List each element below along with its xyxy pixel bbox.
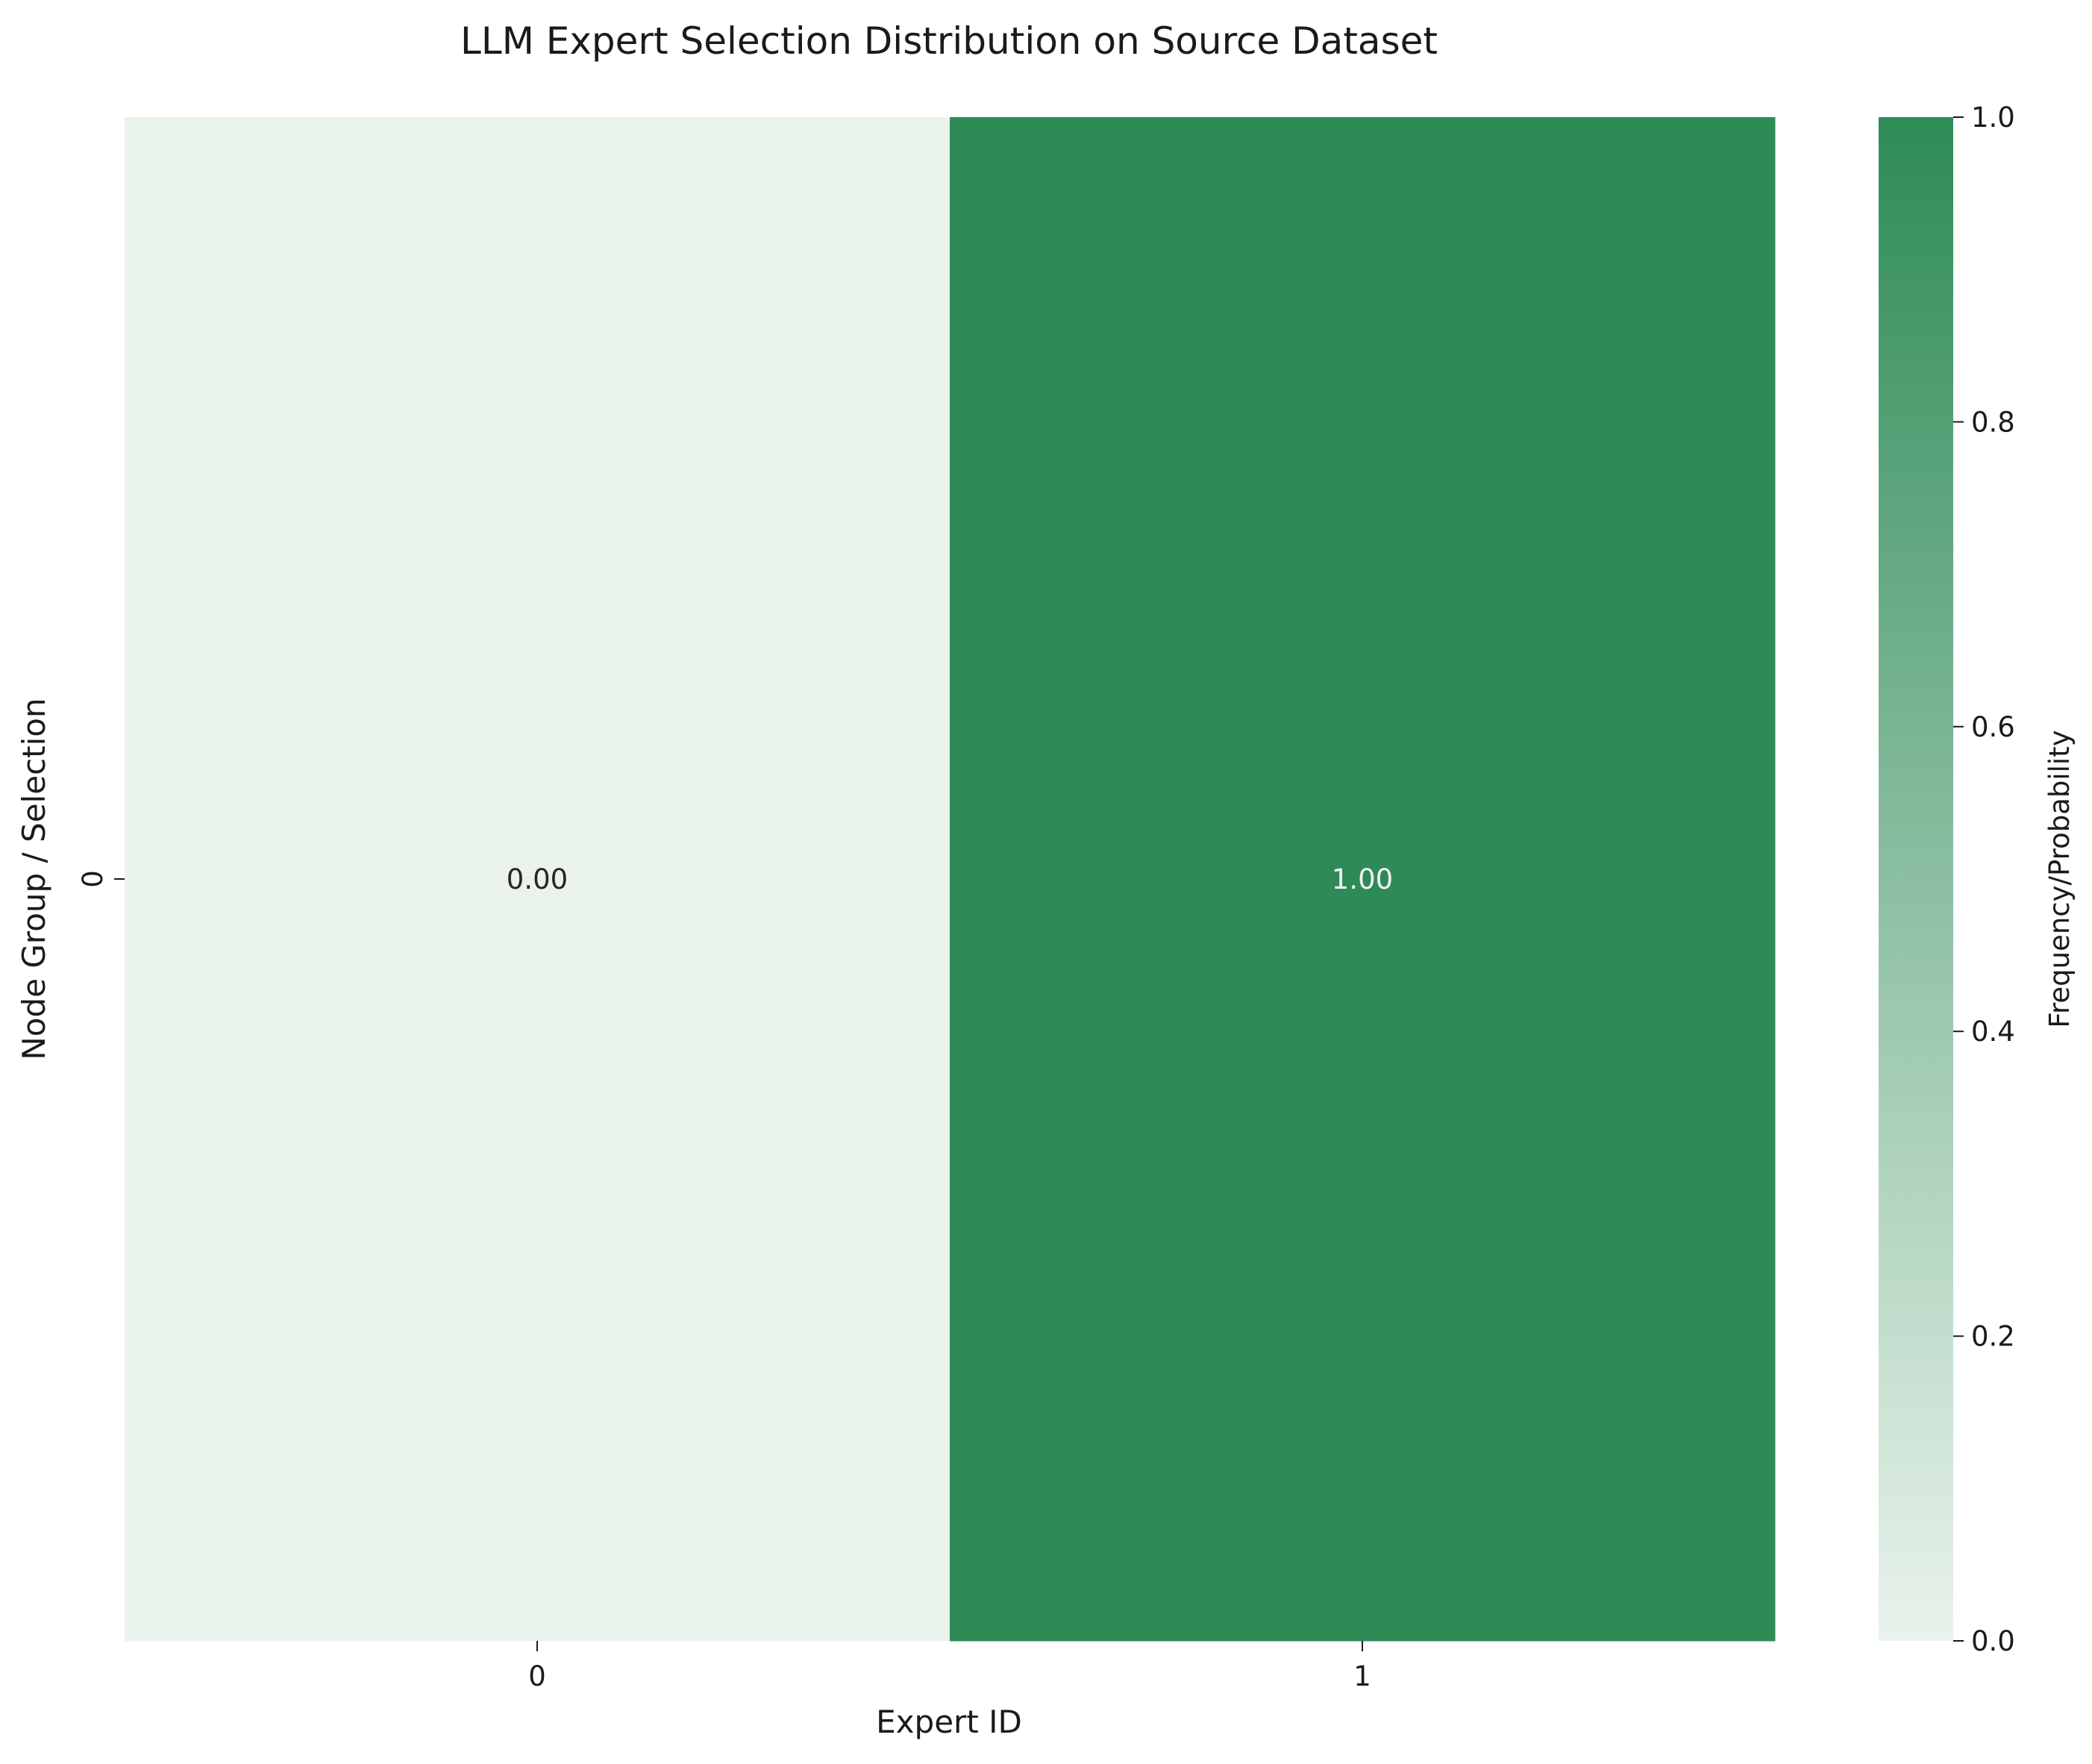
- colorbar-tick-label-4: 0.8: [1971, 406, 2015, 438]
- heatmap-cell-labels: 0.00 1.00: [507, 863, 1393, 895]
- colorbar-label: Frequency/Probability: [2044, 730, 2076, 1028]
- colorbar-tick-label-0: 0.0: [1971, 1625, 2015, 1657]
- y-tick-label-0: 0: [77, 870, 109, 888]
- heatmap-cell-0-0: [125, 117, 951, 1642]
- heatmap-cell-0-1: [950, 117, 1776, 1642]
- x-tick-label-1: 1: [1353, 1660, 1371, 1692]
- x-axis-label: Expert ID: [876, 1704, 1022, 1740]
- colorbar-ticks: 0.0 0.2 0.4 0.6 0.8 1.0: [1953, 101, 2015, 1657]
- colorbar-tick-label-3: 0.6: [1971, 711, 2015, 743]
- cell-label-0-0: 0.00: [507, 863, 568, 895]
- chart-title: LLM Expert Selection Distribution on Sou…: [460, 19, 1438, 63]
- y-axis-ticks: 0: [77, 870, 125, 888]
- heatmap-cells: [125, 117, 1776, 1642]
- colorbar-tick-label-2: 0.4: [1971, 1016, 2015, 1048]
- colorbar-tick-label-5: 1.0: [1971, 101, 2015, 134]
- y-axis-label: Node Group / Selection: [16, 698, 52, 1060]
- colorbar: [1879, 117, 1953, 1641]
- colorbar-tick-label-1: 0.2: [1971, 1321, 2015, 1353]
- x-tick-label-0: 0: [528, 1660, 546, 1692]
- cell-label-0-1: 1.00: [1332, 863, 1393, 895]
